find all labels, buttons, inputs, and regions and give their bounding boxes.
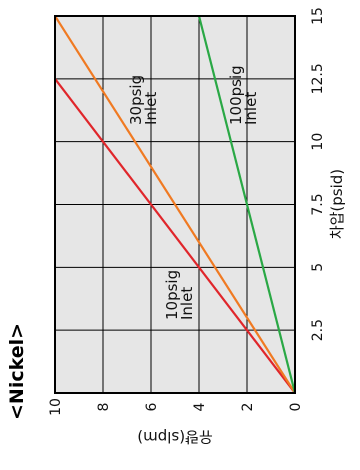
y-tick-label: 4	[192, 402, 208, 411]
series-lines	[55, 16, 295, 393]
x-tick-label: 7.5	[310, 193, 326, 215]
x-tick-label: 2.5	[310, 319, 326, 341]
annotation-10psig: 10psig Inlet	[163, 270, 196, 320]
chart-title: <Nickel>	[6, 323, 28, 420]
y-tick-label: 8	[96, 403, 112, 412]
y-tick-label: 2	[240, 403, 256, 412]
y-tick-label: 10	[48, 398, 64, 416]
series-line-1	[55, 16, 295, 393]
annotation-30psig-line2: Inlet	[142, 92, 160, 125]
annotation-100psig: 100psig Inlet	[227, 65, 260, 125]
x-tick-label: 5	[310, 263, 326, 272]
series-line-2	[197, 16, 295, 393]
annotation-100psig-line2: Inlet	[242, 92, 260, 125]
annotation-30psig-line1: 30psig	[127, 75, 145, 125]
annotation-30psig: 30psig Inlet	[127, 75, 160, 125]
x-tick-label: 12.5	[310, 63, 326, 94]
y-tick-label: 6	[144, 402, 160, 411]
x-tick-label: 10	[310, 133, 326, 151]
y-tick-labels: 10 8 6 4 2 0	[48, 398, 304, 416]
y-axis-label: 차압(psid)	[328, 169, 346, 239]
series-line-0	[55, 77, 295, 393]
x-tick-label: 15	[310, 7, 326, 25]
annotation-100psig-line1: 100psig	[227, 65, 245, 125]
x-axis-label: 유량(slpm)	[137, 428, 212, 446]
annotation-10psig-line1: 10psig	[163, 270, 181, 320]
y-tick-label: 0	[288, 403, 304, 412]
x-tick-labels: 2.5 5 7.5 10 12.5 15	[310, 7, 326, 341]
annotation-10psig-line2: Inlet	[178, 287, 196, 320]
plot-frame	[54, 15, 296, 394]
